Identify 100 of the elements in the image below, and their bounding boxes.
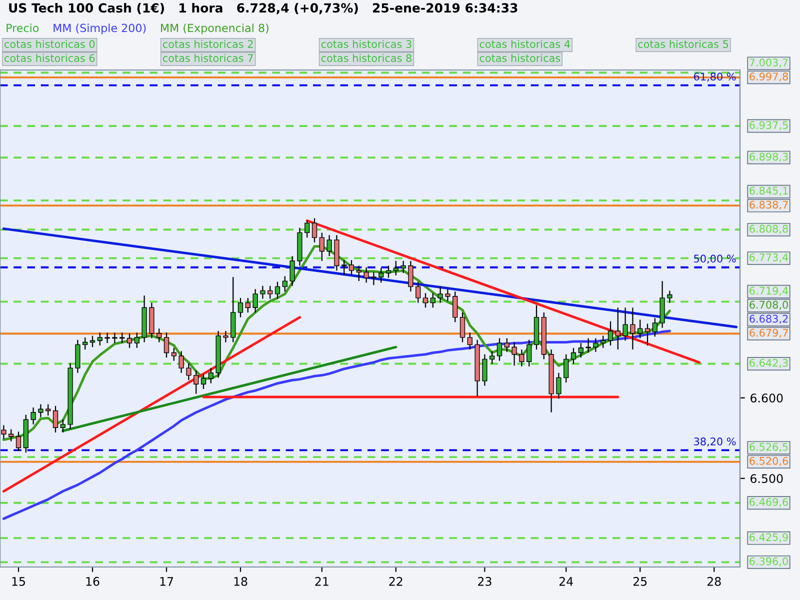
candlestick	[208, 367, 214, 384]
candlestick	[600, 335, 606, 348]
candlestick	[378, 268, 384, 284]
ref-line-label: 6.845,1	[750, 186, 788, 196]
candlestick	[200, 373, 206, 390]
text: cotas historicas 0	[4, 40, 95, 48]
candlestick	[304, 220, 310, 238]
text: cotas historicas 8	[321, 54, 412, 62]
ref-line-label: 6.838,7	[750, 200, 788, 210]
x-tick-label: 16	[86, 576, 100, 586]
candlestick	[400, 260, 406, 274]
candlestick	[460, 312, 466, 343]
x-tick-label: 22	[389, 576, 402, 586]
candlestick	[526, 339, 532, 367]
candlestick	[371, 272, 376, 286]
text: cotas historicas 7	[162, 54, 253, 62]
x-tick-label: 25	[633, 576, 647, 586]
ref-line-label: 6.526,5	[750, 442, 788, 452]
candlestick	[644, 323, 650, 346]
candlestick	[60, 419, 66, 434]
ref-line-label: 6.425,9	[750, 533, 788, 542]
text: 6.683,2	[750, 314, 788, 324]
candlestick	[364, 266, 369, 284]
x-tick-label: 24	[559, 576, 573, 586]
candlestick	[238, 297, 244, 318]
candlestick	[586, 338, 591, 354]
ref-line-label: 7.003,7	[750, 58, 788, 68]
candlestick	[452, 290, 458, 323]
candlestick	[1, 424, 6, 440]
candlestick	[356, 265, 362, 282]
candlestick	[630, 307, 636, 350]
candlestick	[112, 332, 118, 344]
candlestick	[342, 260, 347, 276]
text: MM (Simple 200)	[54, 24, 146, 34]
x-tick-label: 21	[315, 576, 328, 586]
annotation: 38,20 %	[694, 438, 736, 446]
candlestick	[422, 292, 428, 308]
candlestick	[438, 286, 443, 304]
ref-line-label: 6.469,6	[750, 498, 788, 507]
candlestick	[260, 285, 266, 300]
ref-line-label: 6.642,3	[750, 358, 788, 368]
text: cotas historicas 2	[162, 40, 253, 48]
candlestick	[467, 332, 472, 350]
candlestick	[652, 318, 658, 338]
candlestick	[134, 332, 140, 348]
ref-line-label: 6.808,8	[750, 224, 788, 234]
x-tick-label: 15	[12, 577, 25, 586]
candlestick	[245, 297, 250, 314]
candlestick	[8, 428, 14, 442]
ref-line-label: 6.719,4	[750, 286, 788, 296]
candlestick	[570, 347, 576, 365]
x-tick-label: 23	[478, 576, 492, 586]
ref-line-label: 6.679,7	[750, 328, 788, 338]
text: cotas historicas 5	[638, 40, 728, 48]
ref-line-label: 6.997,8	[750, 72, 788, 82]
x-tick-label: 18	[234, 576, 248, 586]
candlestick	[186, 362, 192, 381]
y-tick-label: 6.600	[750, 394, 783, 402]
candlestick	[194, 370, 199, 394]
y-tick-label: 6.500	[750, 474, 783, 484]
candlestick	[164, 332, 170, 358]
candlestick	[348, 260, 354, 276]
text: Precio	[6, 24, 39, 32]
ref-line-label: 6.773,4	[750, 253, 788, 262]
candlestick	[512, 342, 517, 366]
candlestick	[445, 288, 450, 302]
x-tick-label: 17	[160, 577, 173, 586]
candlestick	[282, 276, 288, 292]
chart-title: US Tech 100 Cash (1€) 1 hora 6.728,4 (+0,73%) 25-ene-2019 6:34:33	[9, 2, 518, 14]
ref-line-label: 6.396,0	[750, 557, 788, 566]
candlestick	[490, 350, 495, 365]
candlestick	[252, 288, 258, 314]
candlestick	[75, 339, 80, 374]
candlestick	[290, 256, 295, 286]
x-tick-label: 28	[707, 576, 721, 586]
candlestick	[126, 332, 132, 348]
candlestick	[496, 338, 502, 362]
candlestick	[482, 354, 488, 386]
candlestick	[393, 260, 398, 276]
ref-line-label: 6.937,5	[750, 121, 788, 130]
candlestick	[274, 281, 280, 300]
candlestick	[519, 348, 524, 367]
candlestick	[608, 320, 614, 346]
annotation: 50,00 %	[694, 254, 736, 264]
candlestick	[120, 332, 125, 344]
text: cotas historicas	[480, 54, 560, 62]
candlestick	[408, 260, 414, 292]
text: 6.708,0	[750, 300, 788, 310]
candlestick	[556, 372, 562, 400]
candlestick	[178, 350, 184, 374]
ref-line-label: 6.520,6	[750, 456, 788, 466]
candlestick	[326, 234, 332, 257]
candlestick	[430, 292, 436, 308]
candlestick	[268, 285, 273, 300]
text: MM (Exponencial 8)	[161, 24, 268, 34]
candlestick	[667, 290, 672, 304]
candlestick	[386, 265, 392, 278]
candlestick	[564, 354, 569, 384]
text: cotas historicas 3	[321, 40, 412, 48]
candlestick	[593, 338, 598, 352]
